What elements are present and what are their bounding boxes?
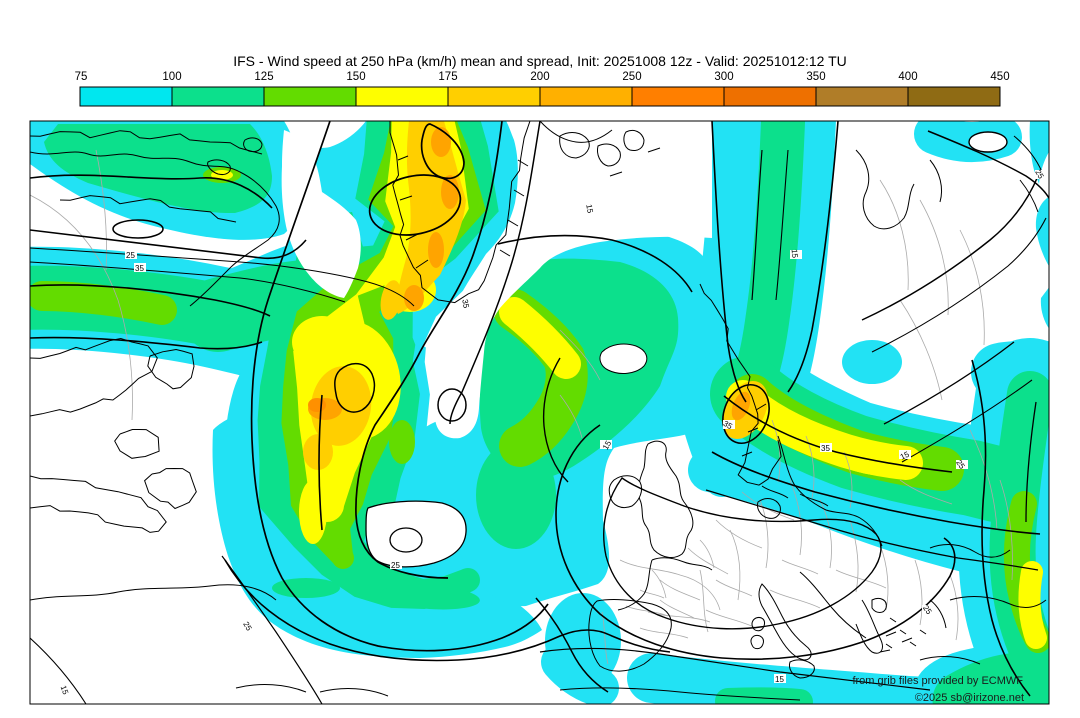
svg-text:450: 450 bbox=[990, 71, 1009, 83]
svg-text:15: 15 bbox=[790, 249, 800, 259]
svg-text:35: 35 bbox=[460, 299, 471, 310]
svg-text:15: 15 bbox=[584, 204, 595, 215]
svg-text:125: 125 bbox=[254, 71, 273, 83]
svg-text:IFS - Wind speed at 250 hPa (k: IFS - Wind speed at 250 hPa (km/h) mean … bbox=[233, 53, 847, 69]
svg-text:25: 25 bbox=[126, 251, 135, 260]
svg-text:350: 350 bbox=[806, 71, 825, 83]
svg-text:175: 175 bbox=[438, 71, 457, 83]
svg-text:400: 400 bbox=[898, 71, 917, 83]
svg-text:150: 150 bbox=[346, 71, 365, 83]
svg-text:15: 15 bbox=[899, 449, 911, 461]
svg-text:100: 100 bbox=[162, 71, 181, 83]
svg-text:75: 75 bbox=[75, 71, 88, 83]
svg-text:15: 15 bbox=[59, 684, 71, 696]
svg-text:250: 250 bbox=[622, 71, 641, 83]
svg-text:300: 300 bbox=[714, 71, 733, 83]
svg-text:©2025 sb@irizone.net: ©2025 sb@irizone.net bbox=[915, 692, 1024, 704]
svg-text:35: 35 bbox=[135, 264, 144, 273]
svg-text:25: 25 bbox=[391, 561, 400, 570]
svg-text:35: 35 bbox=[821, 444, 830, 453]
svg-text:200: 200 bbox=[530, 71, 549, 83]
svg-text:from grib files provided by EC: from grib files provided by ECMWF bbox=[852, 675, 1023, 687]
svg-text:15: 15 bbox=[775, 675, 784, 684]
